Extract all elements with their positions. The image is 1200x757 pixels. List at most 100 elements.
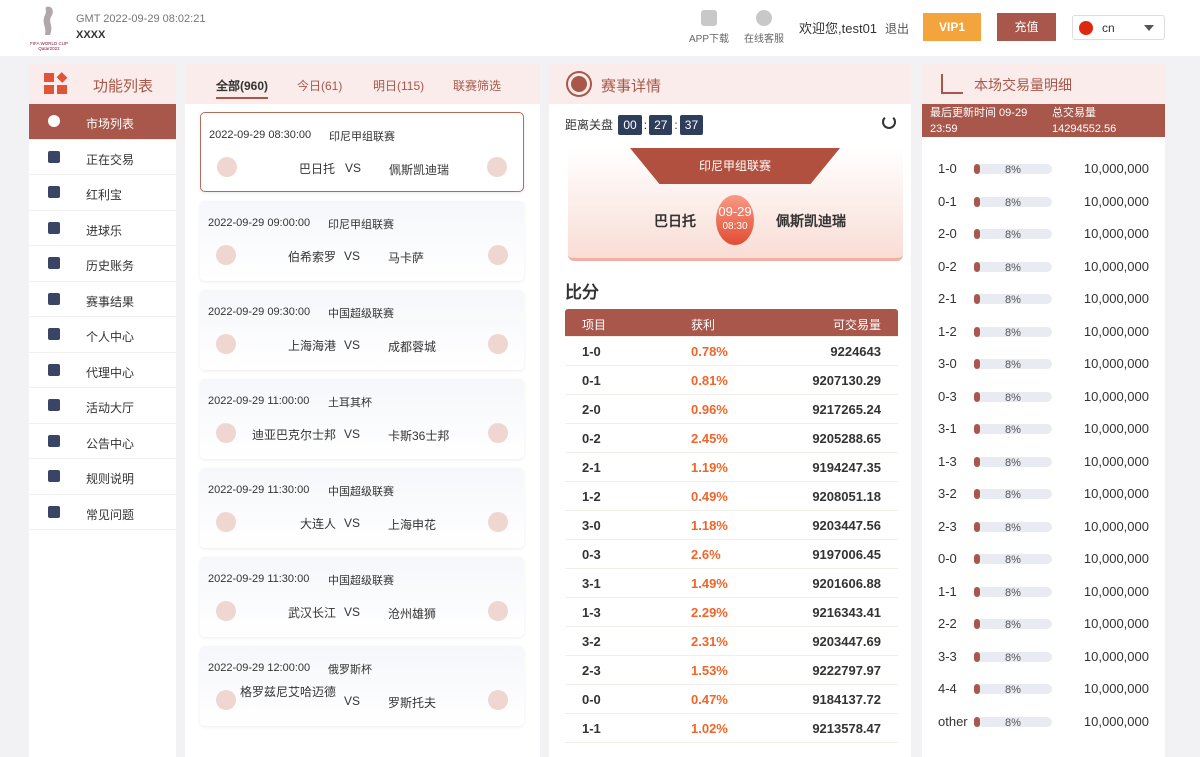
percent-bar-fill <box>974 554 981 564</box>
score-label: 1-3 <box>938 453 957 469</box>
table-row[interactable]: 2-0 0.96% 9217265.24 <box>565 395 898 424</box>
refresh-icon[interactable] <box>882 115 896 129</box>
percent-bar: 8% <box>974 294 1052 306</box>
match-card[interactable]: 2022-09-29 08:30:00 印尼甲组联赛 巴日托 佩斯凯迪瑞 VS <box>200 112 524 192</box>
percent-label: 8% <box>1005 489 1021 501</box>
score-label: 2-2 <box>938 616 957 631</box>
score-label: 0-2 <box>938 258 957 274</box>
volume-row: 1-0 8% 10,000,000 <box>922 161 1165 194</box>
sidebar-item-label: 历史账务 <box>86 259 135 273</box>
table-row[interactable]: 1-0 0.78% 9224643 <box>565 337 898 366</box>
table-row[interactable]: 1-1 1.02% 9213578.47 <box>565 714 898 743</box>
volume-row: 3-1 8% 10,000,000 <box>922 421 1165 454</box>
tab-2[interactable]: 明日(115) <box>373 79 425 93</box>
percent-bar-fill <box>974 619 981 629</box>
sidebar-item-7[interactable]: 代理中心 <box>29 353 176 388</box>
vs-label: VS <box>345 161 362 175</box>
sidebar-item-10[interactable]: 规则说明 <box>29 459 176 495</box>
volume-row: 2-2 8% 10,000,000 <box>922 616 1165 649</box>
table-row[interactable]: 3-2 2.31% 9203447.69 <box>565 627 898 656</box>
volume-row: 1-1 8% 10,000,000 <box>922 584 1165 617</box>
sidebar-item-2[interactable]: 红利宝 <box>29 175 176 211</box>
match-card[interactable]: 2022-09-29 12:00:00 俄罗斯杯 格罗兹尼艾哈迈德 罗斯托夫 VS <box>200 646 524 726</box>
logout-link[interactable]: 退出 <box>885 22 910 36</box>
percent-bar: 8% <box>974 359 1052 371</box>
table-row[interactable]: 0-2 2.45% 9205288.65 <box>565 424 898 453</box>
sidebar-header: 功能列表 <box>29 64 176 104</box>
away-team: 卡斯36士邦 <box>388 429 450 443</box>
sidebar-item-3[interactable]: 进球乐 <box>29 211 176 246</box>
sidebar-item-9[interactable]: 公告中心 <box>29 424 176 459</box>
volume-header: 本场交易量明细 <box>922 64 1165 104</box>
volume-cell: 9222797.97 <box>812 663 881 678</box>
last-updated: 最后更新时间 09-29 23:59 <box>930 107 1028 135</box>
percent-bar-fill <box>974 261 981 272</box>
volume-value: 10,000,000 <box>1083 648 1149 664</box>
percent-bar: 8% <box>974 716 1052 729</box>
table-row[interactable]: 0-1 0.81% 9207130.29 <box>565 366 898 395</box>
match-card[interactable]: 2022-09-29 09:30:00 中国超级联赛 上海海港 成都蓉城 VS <box>200 290 524 370</box>
china-flag-icon <box>1079 21 1093 35</box>
sidebar-item-6[interactable]: 个人中心 <box>29 317 176 353</box>
profit-cell: 0.96% <box>691 402 728 417</box>
tab-1[interactable]: 今日(61) <box>297 79 343 93</box>
tab-3[interactable]: 联赛筛选 <box>453 79 502 93</box>
table-row[interactable]: 2-1 1.19% 9194247.35 <box>565 453 898 482</box>
percent-bar: 8% <box>974 229 1052 241</box>
score-label: 3-2 <box>938 486 957 501</box>
sidebar: 功能列表 市场列表正在交易 红利宝 进球乐历史账务赛事结果 个人中心 代理中心活动大厅公… <box>29 64 176 757</box>
table-row[interactable]: 1-2 0.49% 9208051.18 <box>565 482 898 511</box>
gift-icon <box>48 399 60 411</box>
volume-cell: 9213578.47 <box>812 721 881 736</box>
volume-row: 2-3 8% 10,000,000 <box>922 519 1165 552</box>
volume-row: 4-4 8% 10,000,000 <box>922 681 1165 714</box>
match-league: 中国超级联赛 <box>328 308 394 320</box>
app-download-label: APP下载 <box>688 34 729 45</box>
tab-0[interactable]: 全部(960) <box>216 77 269 99</box>
score-cell: 3-2 <box>582 634 601 649</box>
column-header: 项目 <box>582 318 607 332</box>
table-row[interactable]: 2-3 1.53% 9222797.97 <box>565 656 898 685</box>
score-cell: 2-1 <box>582 460 601 475</box>
score-label: 3-1 <box>938 421 957 436</box>
sidebar-item-5[interactable]: 赛事结果 <box>29 282 176 317</box>
match-card[interactable]: 2022-09-29 11:30:00 中国超级联赛 大连人 上海申花 VS <box>200 468 524 548</box>
volume-cell: 9217265.24 <box>812 402 881 417</box>
bar-chart-icon <box>941 74 963 94</box>
language-select[interactable]: cn <box>1072 15 1165 40</box>
match-card[interactable]: 2022-09-29 09:00:00 印尼甲组联赛 伯希索罗 马卡萨 VS <box>200 201 524 281</box>
percent-bar: 8% <box>974 424 1052 436</box>
percent-bar: 8% <box>974 261 1052 274</box>
table-row[interactable]: 1-3 2.29% 9216343.41 <box>565 598 898 627</box>
percent-bar: 8% <box>974 391 1052 404</box>
percent-bar-fill <box>974 586 981 597</box>
volume-row: 0-2 8% 10,000,000 <box>922 259 1165 292</box>
percent-bar: 8% <box>974 684 1052 696</box>
online-service-button[interactable]: 在线客服 <box>739 10 789 45</box>
match-card[interactable]: 2022-09-29 11:00:00 土耳其杯 迪亚巴克尔士邦 卡斯36士邦 VS <box>200 379 524 459</box>
volume-value: 10,000,000 <box>1083 421 1149 436</box>
sidebar-item-1[interactable]: 正在交易 <box>29 140 176 175</box>
sidebar-item-label: 市场列表 <box>86 117 135 131</box>
percent-bar-fill <box>974 716 981 727</box>
sidebar-item-label: 规则说明 <box>86 472 135 486</box>
sidebar-item-0[interactable]: 市场列表 <box>29 104 176 140</box>
score-label: 2-1 <box>938 291 957 306</box>
sidebar-item-11[interactable]: 常见问题 <box>29 495 176 530</box>
sidebar-item-4[interactable]: 历史账务 <box>29 246 176 282</box>
table-row[interactable]: 3-0 1.18% 9203447.56 <box>565 511 898 540</box>
table-row[interactable]: 3-1 1.49% 9201606.88 <box>565 569 898 598</box>
table-row[interactable]: 0-3 2.6% 9197006.45 <box>565 540 898 569</box>
sidebar-item-8[interactable]: 活动大厅 <box>29 388 176 424</box>
vs-label: VS <box>344 605 361 619</box>
sidebar-item-label: 活动大厅 <box>86 401 135 415</box>
vip-button[interactable]: VIP1 <box>923 13 981 41</box>
app-download-button[interactable]: APP下载 <box>684 10 734 45</box>
table-row[interactable]: 0-0 0.47% 9184137.72 <box>565 685 898 714</box>
match-card[interactable]: 2022-09-29 11:30:00 中国超级联赛 武汉长江 沧州雄狮 VS <box>200 557 524 637</box>
recharge-button[interactable]: 充值 <box>997 13 1056 41</box>
profit-cell: 0.81% <box>691 373 728 388</box>
percent-bar-fill <box>974 391 981 402</box>
banner-time: 08:30 <box>722 221 748 232</box>
